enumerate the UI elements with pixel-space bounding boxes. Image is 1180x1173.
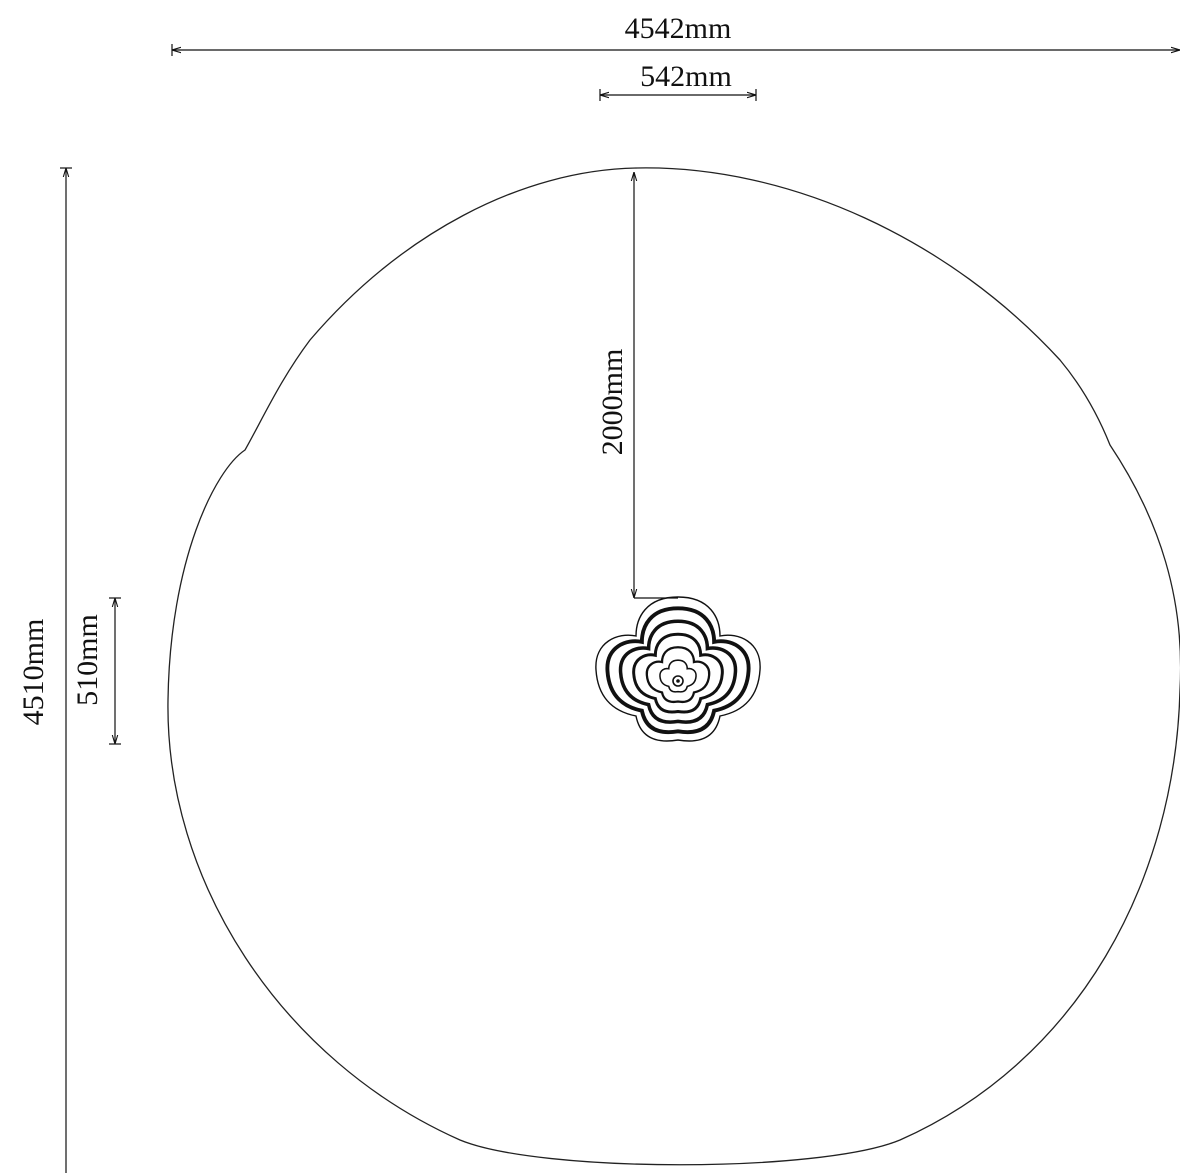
clearance-radius-dimension: 2000mm <box>596 172 678 599</box>
overall-height-label: 4510mm <box>17 619 50 726</box>
overall-height-dimension: 4510mm <box>17 167 72 1173</box>
center-pivot-dot <box>676 679 680 683</box>
element-width-label: 542mm <box>640 60 732 93</box>
element-height-dimension: 510mm <box>71 597 121 745</box>
trefoil-outer-outline <box>595 596 761 742</box>
center-pivot <box>672 675 684 687</box>
clearance-radius-label: 2000mm <box>596 349 629 456</box>
element-height-label: 510mm <box>71 614 104 706</box>
overall-width-label: 4542mm <box>625 12 732 45</box>
trefoil-ring-4 <box>645 646 711 704</box>
trefoil-ring-1 <box>605 606 751 735</box>
trefoil-ring-3 <box>632 632 724 714</box>
element-width-dimension: 542mm <box>599 60 757 101</box>
trefoil-ring-5 <box>659 659 697 693</box>
overall-width-dimension: 4542mm <box>171 12 1180 56</box>
safety-zone-outline <box>167 167 1180 1166</box>
trefoil-ring-2 <box>618 619 738 724</box>
play-element-trefoil <box>595 596 761 742</box>
